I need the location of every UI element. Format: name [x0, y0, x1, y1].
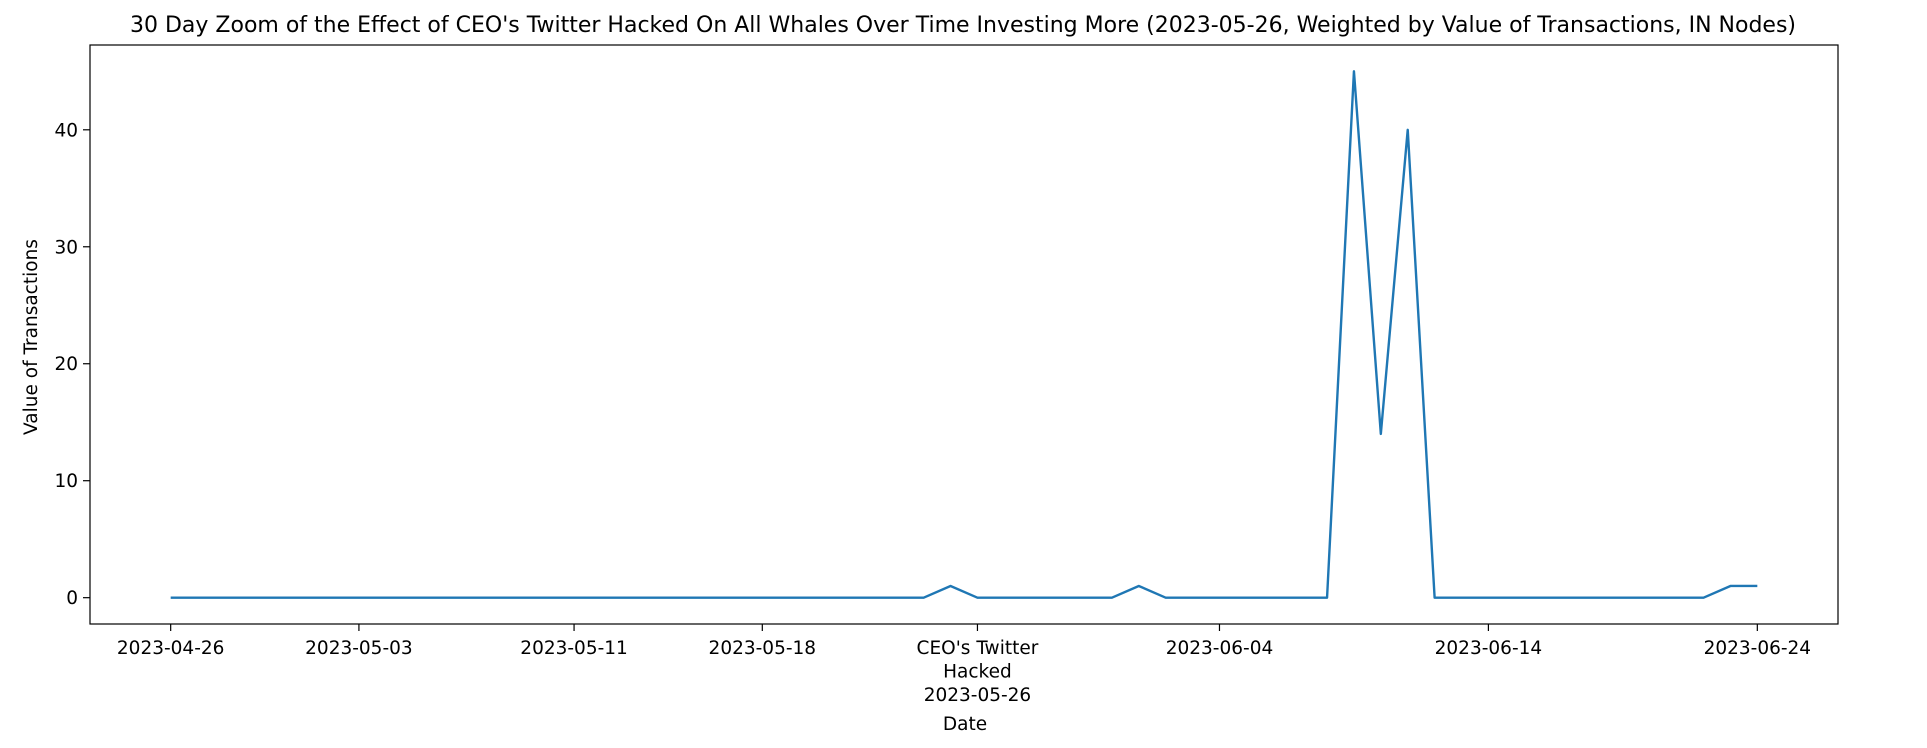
y-tick-label: 30 [54, 237, 78, 258]
chart-title: 30 Day Zoom of the Effect of CEO's Twitt… [130, 13, 1796, 38]
series-line [170, 70, 1758, 599]
x-tick-label: 2023-06-24 [1704, 638, 1812, 659]
x-tick-label: 2023-05-26 [924, 685, 1032, 706]
x-tick-label: Hacked [943, 662, 1012, 683]
y-tick-label: 10 [54, 471, 78, 492]
x-tick-label: 2023-05-03 [305, 638, 413, 659]
y-axis-label: Value of Transactions [21, 239, 42, 435]
x-tick-label: 2023-05-18 [709, 638, 817, 659]
x-tick-label: CEO's Twitter [917, 638, 1039, 659]
plot-area: 0 10 20 30 40 2023-04-26 2023-05-03 2023-05-11 2… [54, 44, 1839, 706]
x-tick-label: 2023-06-14 [1435, 638, 1543, 659]
axes-frame [89, 44, 1839, 625]
y-tick-label: 40 [54, 120, 78, 141]
x-axis-label: Date [943, 714, 987, 735]
x-tick-label: 2023-06-04 [1166, 638, 1274, 659]
y-tick-label: 20 [54, 354, 78, 375]
y-tick-label: 0 [66, 588, 78, 609]
x-tick-label: 2023-05-11 [520, 638, 628, 659]
x-tick-label: 2023-04-26 [117, 638, 225, 659]
